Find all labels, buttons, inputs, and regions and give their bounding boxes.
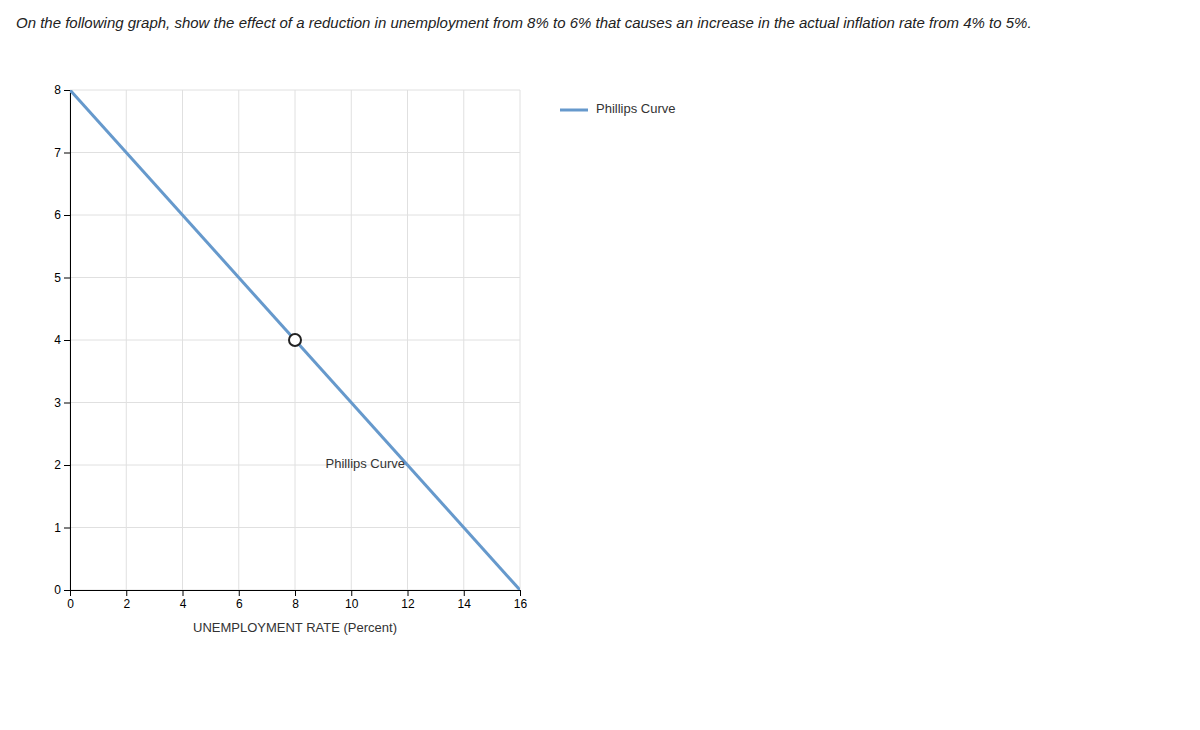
tick-label: 14 xyxy=(458,597,472,611)
grid-line-y xyxy=(70,527,520,528)
legend-swatch xyxy=(560,109,588,112)
tick-label: 2 xyxy=(123,597,130,611)
tick: 0 xyxy=(67,590,74,611)
grid-line-y xyxy=(70,402,520,403)
tick-label: 0 xyxy=(54,583,61,597)
tick: 6 xyxy=(236,590,243,611)
tick-label: 8 xyxy=(292,597,299,611)
tick-label: 4 xyxy=(54,333,61,347)
grid-line-y xyxy=(70,215,520,216)
tick-label: 1 xyxy=(54,521,61,535)
grid-line-y xyxy=(70,277,520,278)
legend-label: Phillips Curve xyxy=(596,101,675,116)
line xyxy=(70,90,520,590)
tick: 4 xyxy=(180,590,187,611)
grid-line-y xyxy=(70,152,520,153)
point xyxy=(289,334,301,346)
tick: 2 xyxy=(123,590,130,611)
tick-mark xyxy=(64,590,70,591)
grid-line-y xyxy=(70,90,520,91)
tick-mark xyxy=(64,153,70,154)
tick: 1 xyxy=(54,521,70,535)
tick-label: 7 xyxy=(54,146,61,160)
tick-label: 6 xyxy=(54,208,61,222)
tick-label: 2 xyxy=(54,458,61,472)
tick-mark xyxy=(295,590,296,596)
tick-mark xyxy=(351,590,352,596)
tick: 8 xyxy=(292,590,299,611)
y-axis: 0 1 2 3 4 5 6 7 8 xyxy=(54,83,70,597)
tick-mark xyxy=(464,590,465,596)
grid-line-y xyxy=(70,465,520,466)
plot: 0246810121416012345678UNEMPLOYMENT RATE … xyxy=(54,83,527,635)
tick-mark xyxy=(64,528,70,529)
tick-label: 12 xyxy=(401,597,415,611)
tick-mark xyxy=(239,590,240,596)
tick-mark xyxy=(408,590,409,596)
tick-label: 6 xyxy=(236,597,243,611)
tick-mark xyxy=(64,215,70,216)
tick-mark xyxy=(64,278,70,279)
tick: 0 xyxy=(54,583,70,597)
legend-item: Phillips Curve xyxy=(560,101,675,116)
tick: 5 xyxy=(54,271,70,285)
tick-label: 3 xyxy=(54,396,61,410)
tick-mark xyxy=(183,590,184,596)
x-axis: 0 2 4 6 8 10 12 14 16 xyxy=(67,590,527,611)
tick: 3 xyxy=(54,396,70,410)
chart: On the following graph, show the effect … xyxy=(0,0,1200,730)
marks xyxy=(70,90,520,590)
tick: 2 xyxy=(54,458,70,472)
grid xyxy=(70,90,520,590)
tick: 10 xyxy=(345,590,359,611)
tick-label: 8 xyxy=(54,83,61,97)
axis-line xyxy=(64,91,71,591)
tick-mark xyxy=(126,590,127,596)
tick-mark xyxy=(64,403,70,404)
tick: 4 xyxy=(54,333,70,347)
tick: 6 xyxy=(54,208,70,222)
tick-label: 4 xyxy=(180,597,187,611)
tick-mark xyxy=(520,590,521,596)
tick: 16 xyxy=(514,590,528,611)
tick-label: 10 xyxy=(345,597,359,611)
legend: Phillips Curve xyxy=(560,101,675,116)
tick: 8 xyxy=(54,83,70,97)
tick-mark xyxy=(64,340,70,341)
tick-mark xyxy=(64,90,70,91)
axis-line xyxy=(71,591,521,597)
tick-label: 16 xyxy=(514,597,528,611)
title: On the following graph, show the effect … xyxy=(16,14,1032,31)
x-axis-label: UNEMPLOYMENT RATE (Percent) xyxy=(193,620,397,635)
tick-label: 5 xyxy=(54,271,61,285)
tick-label: 0 xyxy=(67,597,74,611)
tick: 12 xyxy=(401,590,415,611)
tick: 14 xyxy=(458,590,472,611)
tick: 7 xyxy=(54,146,70,160)
annotation: Phillips Curve xyxy=(326,456,405,471)
tick-mark xyxy=(64,465,70,466)
